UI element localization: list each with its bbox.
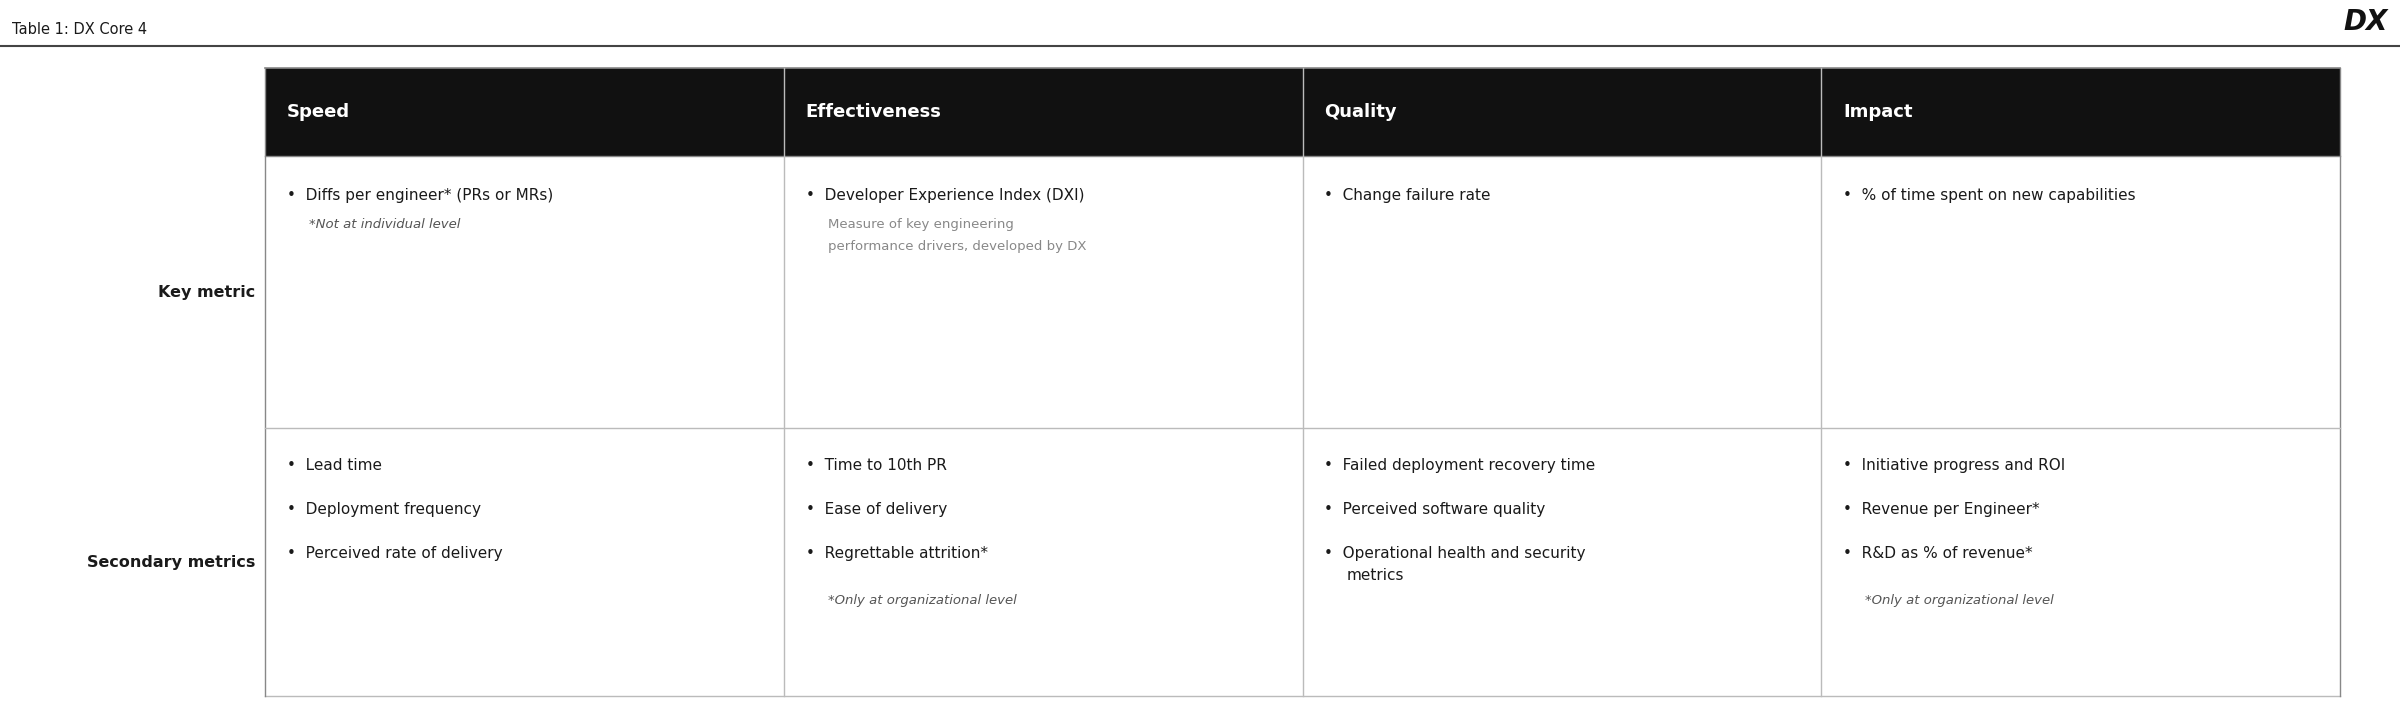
Text: •  Perceived software quality: • Perceived software quality: [1325, 502, 1546, 517]
Text: Table 1: DX Core 4: Table 1: DX Core 4: [12, 22, 146, 37]
Text: Key metric: Key metric: [158, 285, 254, 300]
Text: metrics: metrics: [1346, 568, 1404, 583]
Text: •  Revenue per Engineer*: • Revenue per Engineer*: [1843, 502, 2040, 517]
Text: Effectiveness: Effectiveness: [806, 103, 941, 121]
Text: *Not at individual level: *Not at individual level: [310, 218, 461, 231]
Text: •  Initiative progress and ROI: • Initiative progress and ROI: [1843, 458, 2066, 473]
Text: Speed: Speed: [288, 103, 350, 121]
Text: •  Change failure rate: • Change failure rate: [1325, 188, 1490, 203]
Text: •  Operational health and security: • Operational health and security: [1325, 546, 1586, 561]
Text: •  % of time spent on new capabilities: • % of time spent on new capabilities: [1843, 188, 2136, 203]
Text: Quality: Quality: [1325, 103, 1397, 121]
FancyBboxPatch shape: [264, 68, 2340, 156]
Text: •  Diffs per engineer* (PRs or MRs): • Diffs per engineer* (PRs or MRs): [288, 188, 554, 203]
Text: •  Deployment frequency: • Deployment frequency: [288, 502, 480, 517]
Text: performance drivers, developed by DX: performance drivers, developed by DX: [828, 240, 1087, 253]
Text: *Only at organizational level: *Only at organizational level: [828, 594, 1018, 607]
Text: Measure of key engineering: Measure of key engineering: [828, 218, 1013, 231]
Text: •  Time to 10th PR: • Time to 10th PR: [806, 458, 946, 473]
Text: •  R&D as % of revenue*: • R&D as % of revenue*: [1843, 546, 2033, 561]
Text: DX: DX: [2345, 8, 2388, 36]
Text: •  Failed deployment recovery time: • Failed deployment recovery time: [1325, 458, 1596, 473]
Text: Impact: Impact: [1843, 103, 1913, 121]
Text: *Only at organizational level: *Only at organizational level: [1865, 594, 2054, 607]
Text: •  Lead time: • Lead time: [288, 458, 382, 473]
Text: •  Regrettable attrition*: • Regrettable attrition*: [806, 546, 989, 561]
Text: •  Ease of delivery: • Ease of delivery: [806, 502, 948, 517]
Text: Secondary metrics: Secondary metrics: [86, 555, 254, 570]
Text: •  Perceived rate of delivery: • Perceived rate of delivery: [288, 546, 502, 561]
Text: •  Developer Experience Index (DXI): • Developer Experience Index (DXI): [806, 188, 1085, 203]
